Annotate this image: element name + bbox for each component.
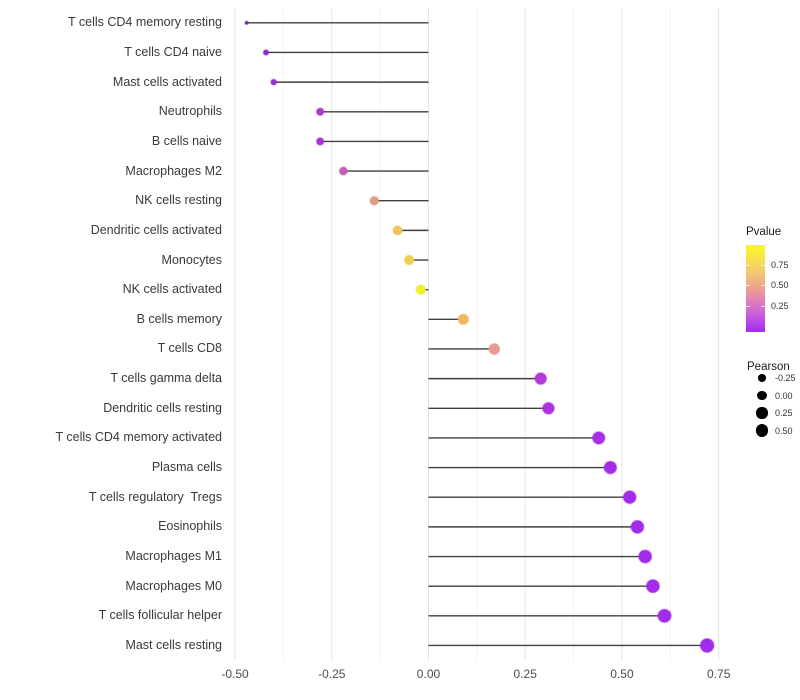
y-axis-label: B cells memory: [136, 311, 222, 326]
pearson-legend-dot: [757, 390, 767, 401]
pearson-legend-label: 0.25: [775, 408, 793, 418]
pvalue-tick-label: 0.50: [771, 280, 789, 291]
y-axis-label: T cells CD4 naive: [124, 44, 222, 59]
lollipop-dot: [699, 637, 715, 654]
pearson-legend-label: -0.25: [775, 373, 796, 383]
pearson-legend-label: 0.50: [775, 425, 793, 436]
x-axis-tick-label: -0.25: [318, 667, 346, 681]
x-axis-tick-label: 0.75: [707, 667, 731, 681]
y-axis-label: Mast cells resting: [125, 637, 222, 652]
colorbar-tick-mark: [746, 264, 750, 266]
lollipop-dot: [262, 49, 270, 56]
lollipop-dot: [457, 313, 470, 326]
y-axis-label: Macrophages M2: [125, 163, 222, 178]
y-axis-label: Macrophages M1: [125, 549, 222, 564]
y-axis-label: T cells CD8: [157, 341, 222, 356]
lollipop-dot: [630, 519, 645, 535]
y-axis-label: NK cells activated: [122, 282, 222, 297]
y-axis-label: Eosinophils: [158, 519, 222, 534]
colorbar-tick-mark: [761, 305, 765, 307]
colorbar-tick-mark: [761, 285, 765, 287]
y-axis-label: Plasma cells: [151, 460, 222, 475]
lollipop-dot: [369, 195, 380, 206]
y-axis-label: Neutrophils: [158, 104, 222, 119]
lollipop-dot: [645, 578, 661, 594]
y-axis-label: Mast cells activated: [112, 74, 222, 89]
pvalue-tick-label: 0.75: [771, 259, 789, 270]
y-axis-label: T cells regulatory Tregs: [88, 489, 222, 504]
colorbar-tick-mark: [746, 305, 750, 307]
lollipop-dot: [338, 166, 349, 176]
pvalue-legend-title: Pvalue: [746, 226, 782, 238]
y-axis-label: Macrophages M0: [125, 578, 222, 593]
lollipop-dot: [657, 608, 672, 624]
lollipop-dot: [270, 78, 278, 86]
pearson-legend-dot: [756, 407, 768, 419]
lollipop-dot: [534, 372, 548, 386]
y-axis-label: T cells gamma delta: [110, 371, 222, 386]
lollipop-dot: [415, 284, 427, 296]
x-axis-tick-label: 0.00: [416, 667, 441, 681]
lollipop-dot: [541, 401, 555, 415]
lollipop-dot: [392, 225, 403, 236]
y-axis-label: Monocytes: [161, 252, 222, 267]
lollipop-dot: [403, 254, 415, 266]
y-axis-label: Dendritic cells activated: [90, 222, 222, 237]
pvalue-tick-label: 0.25: [771, 300, 789, 311]
lollipop-dot: [622, 490, 637, 505]
y-axis-label: B cells naive: [151, 133, 222, 148]
pearson-legend-dot: [758, 374, 766, 382]
x-axis-tick-label: -0.50: [221, 667, 249, 681]
lollipop-dot: [244, 20, 249, 26]
pearson-legend-dot: [755, 424, 769, 437]
colorbar-tick-mark: [746, 285, 750, 287]
y-axis-label: T cells CD4 memory resting: [68, 15, 222, 30]
x-axis-tick-label: 0.50: [610, 667, 634, 681]
lollipop-dot: [315, 137, 325, 146]
y-axis-label: T cells follicular helper: [98, 608, 222, 623]
colorbar-tick-mark: [761, 264, 765, 266]
lollipop-dot: [315, 107, 325, 117]
pearson-legend-title: Pearson: [747, 361, 790, 373]
y-axis-label: T cells CD4 memory activated: [55, 430, 223, 445]
lollipop-dot: [488, 342, 501, 356]
y-axis-label: Dendritic cells resting: [103, 400, 222, 415]
pearson-legend-label: 0.00: [775, 390, 793, 401]
y-axis-label: NK cells resting: [135, 193, 222, 208]
lollipop-dot: [603, 460, 618, 475]
pvalue-colorbar: [746, 245, 765, 332]
x-axis-tick-label: 0.25: [513, 667, 537, 681]
lollipop-dot: [637, 549, 653, 564]
lollipop-dot: [591, 431, 606, 445]
